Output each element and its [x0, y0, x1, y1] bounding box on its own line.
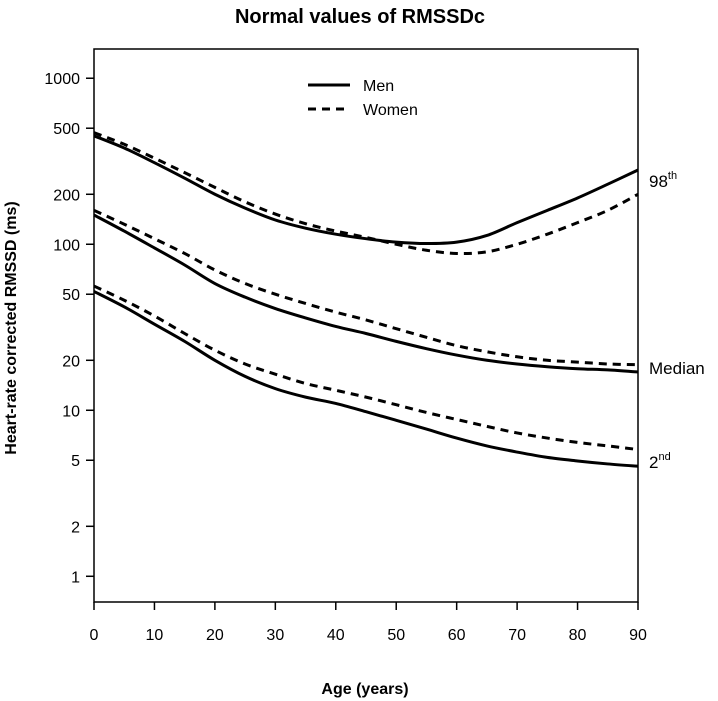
x-tick-label: 60 [448, 627, 466, 644]
end-label-2: 2nd [649, 451, 671, 472]
x-tick-label: 30 [266, 627, 284, 644]
plot-frame [93, 48, 639, 603]
legend-label-men: Men [363, 78, 394, 95]
series-line-men-median [93, 213, 639, 374]
x-tick-label: 50 [387, 627, 405, 644]
x-tick-label: 0 [90, 627, 99, 644]
x-tick-label: 40 [327, 627, 345, 644]
end-label-median: Median [649, 359, 705, 378]
end-label-98: 98th [649, 170, 677, 191]
y-tick-label: 2 [71, 519, 80, 536]
end-label-superscript: th [668, 170, 677, 182]
x-tick-label: 70 [508, 627, 526, 644]
y-tick-label: 1000 [44, 71, 80, 88]
y-tick-label: 200 [53, 187, 80, 204]
x-tick-label: 90 [629, 627, 647, 644]
y-tick-label: 10 [62, 403, 80, 420]
legend: Men Women [308, 78, 418, 119]
y-tick-label: 20 [62, 353, 80, 370]
series-line-men-2nd [93, 290, 639, 468]
y-tick-label: 1 [71, 569, 80, 586]
series-line-women-2nd [93, 284, 639, 452]
series-line-women-median [93, 208, 639, 367]
series-layer [93, 131, 639, 468]
end-label-base: 2 [649, 453, 658, 472]
series-line-women-98th [93, 131, 639, 256]
end-labels: 98th Median 2nd [649, 170, 705, 472]
legend-label-women: Women [363, 102, 418, 119]
chart-title: Normal values of RMSSDc [235, 6, 485, 28]
x-tick-label: 20 [206, 627, 224, 644]
end-label-superscript: nd [658, 451, 670, 463]
y-axis-title: Heart-rate corrected RMSSD (ms) [3, 201, 20, 454]
y-axis: 1 2 5 10 20 50 100 200 500 1000 [44, 71, 94, 586]
x-tick-label: 10 [146, 627, 164, 644]
x-tick-label: 80 [569, 627, 587, 644]
y-tick-label: 100 [53, 237, 80, 254]
y-tick-label: 50 [62, 287, 80, 304]
x-axis-title: Age (years) [321, 681, 408, 698]
x-axis: 0 10 20 30 40 50 60 70 80 90 [90, 602, 647, 644]
end-label-base: 98 [649, 172, 668, 191]
y-tick-label: 500 [53, 121, 80, 138]
end-label-base: Median [649, 359, 705, 378]
series-line-men-98th [93, 134, 639, 246]
y-tick-label: 5 [71, 453, 80, 470]
